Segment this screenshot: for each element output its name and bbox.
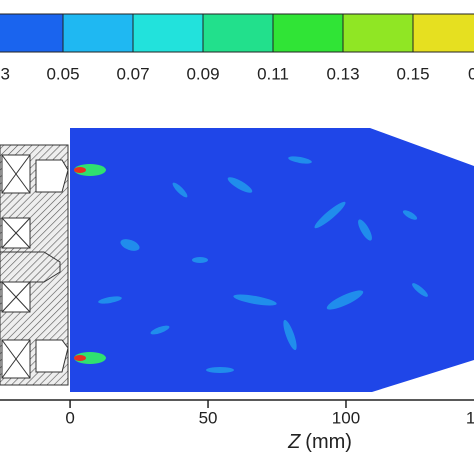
colorbar-segment (412, 13, 474, 53)
field-streak (402, 210, 418, 220)
x-label-unit: (mm) (305, 431, 352, 453)
x-tick-label: 100 (332, 408, 360, 427)
field-streak (120, 239, 140, 251)
colorbar-tick-label: 0.05 (46, 64, 79, 83)
injector-drawing (0, 144, 69, 386)
colorbar-tick-label: 0.07 (116, 64, 149, 83)
colorbar-tick-label: 0.11 (257, 64, 289, 83)
colorbar-segment (202, 13, 274, 53)
field-streak (233, 294, 277, 306)
colorbar-tick-label: 0.1 (468, 64, 474, 83)
field-streak (192, 257, 208, 263)
field-streak (288, 156, 312, 164)
colorbar-tick-label: 0.09 (186, 64, 219, 83)
x-tick-label: 50 (199, 408, 218, 427)
colorbar-segment (342, 13, 414, 53)
field-streak (314, 201, 346, 229)
field-streak (326, 290, 364, 310)
field (70, 128, 474, 392)
field-streak (283, 319, 297, 351)
colorbar-segment (0, 13, 64, 53)
colorbar-segment (272, 13, 344, 53)
x-label-symbol: Z (287, 431, 301, 453)
field-streak (172, 182, 188, 198)
x-axis-label: Z (mm) (287, 431, 352, 453)
flame-zone (74, 164, 106, 176)
colorbar-segment (132, 13, 204, 53)
colorbar-tick-label: 3 (1, 64, 10, 83)
colorbar-segment (62, 13, 134, 53)
colorbar-tick-label: 0.15 (396, 64, 429, 83)
field-streak (98, 296, 122, 304)
field-streak (412, 283, 428, 297)
field-streak (206, 367, 234, 373)
flame-core (74, 167, 86, 173)
field-streak (358, 219, 372, 241)
plot-area (70, 128, 474, 392)
colorbar-tick-label: 0.13 (326, 64, 359, 83)
field-streak (227, 177, 253, 193)
x-tick-label: 0 (65, 408, 74, 427)
flame-zone (74, 352, 106, 364)
x-tick-label: 1 (466, 408, 474, 427)
field-streak (150, 325, 170, 335)
flame-core (74, 355, 86, 361)
